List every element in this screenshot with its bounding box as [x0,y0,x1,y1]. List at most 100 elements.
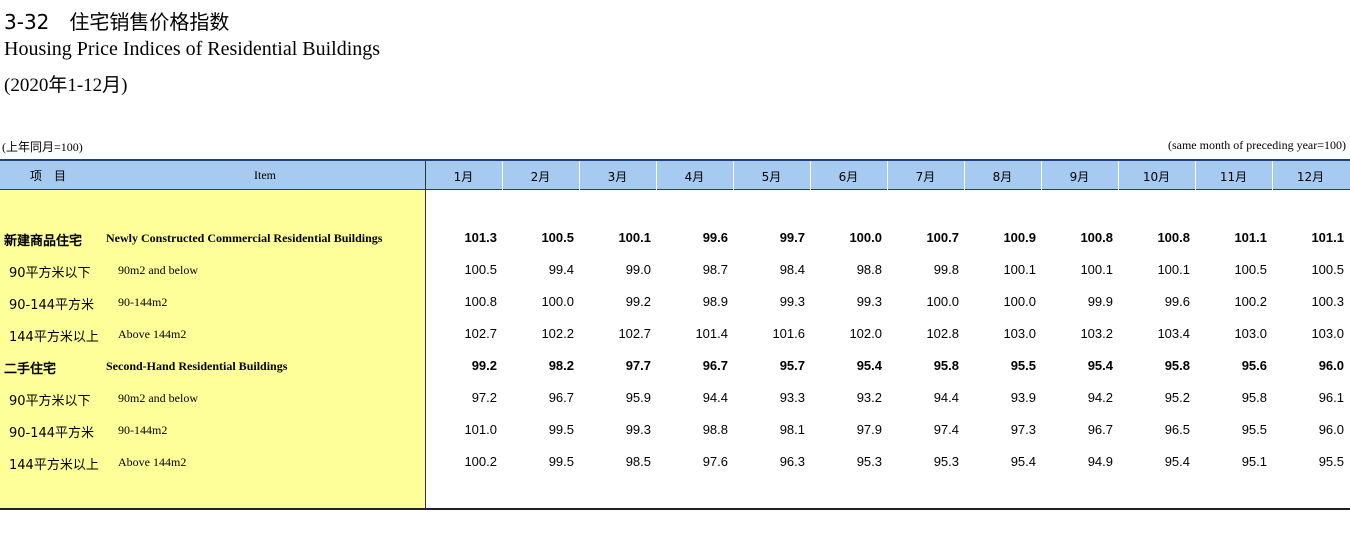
cell-value: 94.4 [933,390,959,405]
header-month: 3月 [607,170,628,184]
header-divider [656,161,657,190]
cell-value: 101.6 [772,326,805,341]
cell-value: 94.9 [1087,454,1113,469]
cell-value: 101.3 [464,230,497,245]
cell-value: 99.3 [625,422,651,437]
cell-value: 99.5 [548,422,574,437]
cell-value: 100.0 [926,294,959,309]
row-label-cn: 90-144平方米 [9,426,95,441]
cell-value: 103.0 [1311,326,1344,341]
row-label-cn: 90-144平方米 [9,298,95,313]
period: (2020年1-12月) [4,75,128,96]
cell-value: 96.0 [1318,422,1344,437]
unit-en: (same month of preceding year=100) [1167,138,1346,152]
header-item-cn: 项 目 [30,169,67,183]
cell-value: 98.5 [625,454,651,469]
row-label-cn: 144平方米以上 [9,458,99,473]
cell-value: 97.4 [933,422,959,437]
row-label-en: Second-Hand Residential Buildings [106,359,288,373]
row-label-cn: 144平方米以上 [9,330,99,345]
row-label-cn: 新建商品住宅 [4,234,83,249]
cell-value: 97.2 [471,390,497,405]
cell-value: 102.8 [926,326,959,341]
cell-value: 96.7 [548,390,574,405]
cell-value: 100.0 [849,230,882,245]
header-divider [810,161,811,190]
cell-value: 100.2 [1234,294,1267,309]
cell-value: 100.8 [464,294,497,309]
cell-value: 96.5 [1164,422,1190,437]
cell-value: 99.6 [702,230,728,245]
cell-value: 97.7 [625,358,651,373]
cell-value: 96.0 [1318,358,1344,373]
cell-value: 93.9 [1010,390,1036,405]
cell-value: 100.5 [1311,262,1344,277]
header-divider [964,161,965,190]
header-divider [1272,161,1273,190]
header-month: 5月 [761,170,782,184]
cell-value: 96.1 [1318,390,1344,405]
cell-value: 94.2 [1087,390,1113,405]
cell-value: 95.4 [856,358,882,373]
cell-value: 99.4 [548,262,574,277]
cell-value: 100.1 [1080,262,1113,277]
cell-value: 95.9 [625,390,651,405]
cell-value: 100.0 [1003,294,1036,309]
row-label-cn: 二手住宅 [4,362,57,377]
header-month: 1月 [453,170,474,184]
cell-value: 99.8 [933,262,959,277]
header-divider [502,161,503,190]
cell-value: 95.5 [1010,358,1036,373]
header-divider [733,161,734,190]
cell-value: 103.0 [1003,326,1036,341]
cell-value: 95.1 [1241,454,1267,469]
cell-value: 103.0 [1234,326,1267,341]
cell-value: 95.2 [1164,390,1190,405]
cell-value: 100.5 [1234,262,1267,277]
header-month: 7月 [915,170,936,184]
header-divider [1041,161,1042,190]
header-month: 9月 [1069,170,1090,184]
cell-value: 95.3 [933,454,959,469]
cell-value: 95.8 [933,358,959,373]
cell-value: 95.6 [1241,358,1267,373]
cell-value: 98.2 [548,358,574,373]
cell-value: 94.4 [702,390,728,405]
unit-cn: (上年同月=100) [2,140,83,154]
row-label-en: 90-144m2 [118,295,168,309]
cell-value: 100.8 [1080,230,1113,245]
cell-value: 100.5 [541,230,574,245]
item-column [0,190,426,508]
cell-value: 103.2 [1080,326,1113,341]
cell-value: 98.9 [702,294,728,309]
cell-value: 99.0 [625,262,651,277]
cell-value: 93.2 [856,390,882,405]
cell-value: 96.7 [702,358,728,373]
cell-value: 100.1 [1157,262,1190,277]
cell-value: 98.1 [779,422,805,437]
cell-value: 102.7 [464,326,497,341]
header-month: 2月 [530,170,551,184]
row-label-cn: 90平方米以下 [9,266,91,281]
header-divider [1195,161,1196,190]
cell-value: 100.1 [1003,262,1036,277]
cell-value: 100.5 [464,262,497,277]
cell-value: 95.8 [1164,358,1190,373]
cell-value: 95.3 [856,454,882,469]
cell-value: 95.5 [1318,454,1344,469]
cell-value: 98.7 [702,262,728,277]
cell-value: 100.2 [464,454,497,469]
cell-value: 100.9 [1003,230,1036,245]
cell-value: 99.3 [856,294,882,309]
cell-value: 101.0 [464,422,497,437]
header-month: 10月 [1142,170,1171,184]
header-divider [1118,161,1119,190]
cell-value: 102.7 [618,326,651,341]
title-en: Housing Price Indices of Residential Bui… [4,38,381,60]
cell-value: 100.8 [1157,230,1190,245]
header-item-en: Item [254,168,276,182]
cell-value: 95.7 [779,358,805,373]
cell-value: 99.9 [1087,294,1113,309]
header-month: 11月 [1219,170,1248,184]
cell-value: 93.3 [779,390,805,405]
